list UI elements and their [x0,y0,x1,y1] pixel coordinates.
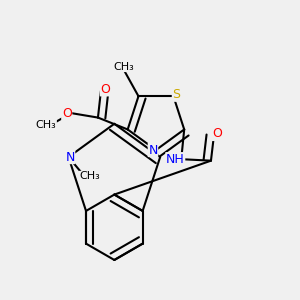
Text: CH₃: CH₃ [113,61,134,71]
Text: NH: NH [166,153,185,166]
Text: CH₃: CH₃ [79,171,100,182]
Text: N: N [148,143,158,157]
Text: N: N [65,151,75,164]
Text: O: O [212,128,222,140]
Text: O: O [62,106,72,120]
Text: S: S [172,88,180,101]
Text: O: O [100,83,110,96]
Text: CH₃: CH₃ [36,120,56,130]
